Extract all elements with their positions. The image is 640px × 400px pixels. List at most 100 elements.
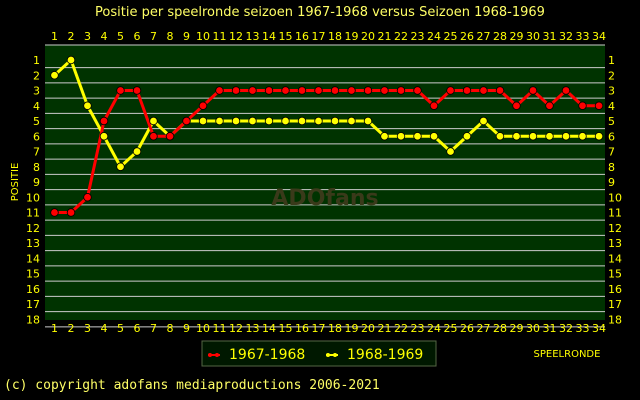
x-tick-label: 22 <box>394 322 408 335</box>
data-point <box>231 86 241 95</box>
y-tick-label: 13 <box>26 237 40 250</box>
data-point <box>330 116 340 126</box>
x-tick-label: 23 <box>411 30 425 43</box>
data-point <box>495 86 505 95</box>
y-tick-label: 17 <box>608 298 622 311</box>
data-point <box>50 71 59 80</box>
data-point <box>594 132 604 141</box>
y-tick-label: 2 <box>608 69 615 82</box>
x-tick-label: 29 <box>510 30 524 43</box>
x-tick-label: 14 <box>262 322 276 335</box>
data-point <box>363 86 373 95</box>
data-point <box>347 86 356 95</box>
data-point <box>528 132 538 141</box>
data-point <box>545 101 554 110</box>
x-tick-label: 13 <box>246 30 260 43</box>
data-point <box>83 193 92 202</box>
y-tick-label: 9 <box>608 176 615 189</box>
x-tick-label: 16 <box>295 322 309 335</box>
x-tick-label: 11 <box>213 322 227 335</box>
x-tick-label: 17 <box>312 30 326 43</box>
x-tick-label: 34 <box>592 322 606 335</box>
x-tick-label: 4 <box>101 30 108 43</box>
data-point <box>66 55 76 65</box>
data-point <box>149 116 158 126</box>
legend-box <box>201 340 437 367</box>
data-point <box>545 132 554 141</box>
x-tick-label: 15 <box>279 322 293 335</box>
data-point <box>248 116 257 126</box>
y-tick-label: 16 <box>608 283 622 296</box>
x-tick-label: 1 <box>51 322 58 335</box>
x-tick-label: 31 <box>543 322 557 335</box>
y-tick-label: 10 <box>26 191 40 204</box>
data-point <box>347 116 356 126</box>
x-tick-label: 25 <box>444 322 458 335</box>
legend-swatch-dot <box>208 353 212 357</box>
data-point <box>380 86 389 95</box>
x-tick-label: 5 <box>117 322 124 335</box>
x-tick-label: 3 <box>84 30 91 43</box>
x-tick-label: 27 <box>477 30 491 43</box>
data-point <box>446 147 455 156</box>
x-tick-label: 30 <box>526 30 540 43</box>
data-point <box>446 86 455 95</box>
x-tick-label: 26 <box>460 30 474 43</box>
y-tick-label: 11 <box>26 207 40 220</box>
legend-label: 1968-1969 <box>347 347 423 363</box>
data-point <box>330 86 340 95</box>
series-layer <box>50 55 604 217</box>
data-point <box>413 132 422 141</box>
y-axis-label: POSITIE <box>10 163 21 202</box>
data-point <box>297 116 307 126</box>
x-tick-label: 24 <box>427 30 441 43</box>
data-point <box>363 116 373 126</box>
data-point <box>578 101 587 110</box>
y-tick-label: 18 <box>26 313 40 326</box>
y-tick-label: 3 <box>33 85 40 98</box>
x-tick-label: 20 <box>361 30 375 43</box>
series-line <box>54 89 599 214</box>
data-point <box>215 116 224 126</box>
data-point <box>578 132 587 141</box>
x-tick-label: 28 <box>493 322 507 335</box>
data-point <box>512 132 521 141</box>
legend-swatch-dot <box>333 353 337 357</box>
data-point <box>462 86 472 95</box>
x-tick-label: 26 <box>460 322 474 335</box>
data-point <box>561 86 571 95</box>
y-tick-label: 15 <box>608 268 622 281</box>
y-tick-label: 14 <box>26 252 40 265</box>
x-tick-label: 2 <box>68 30 75 43</box>
data-point <box>149 132 158 141</box>
data-point <box>495 132 505 141</box>
data-point <box>594 101 604 110</box>
x-tick-label: 5 <box>117 30 124 43</box>
x-tick-label: 25 <box>444 30 458 43</box>
data-point <box>297 86 307 95</box>
x-tick-label: 8 <box>167 322 174 335</box>
y-tick-label: 11 <box>608 207 622 220</box>
data-point <box>429 132 439 141</box>
y-tick-label: 4 <box>608 100 615 113</box>
x-tick-label: 21 <box>378 322 392 335</box>
x-tick-label: 23 <box>411 322 425 335</box>
x-tick-label: 34 <box>592 30 606 43</box>
x-tick-label: 19 <box>345 322 359 335</box>
x-tick-label: 13 <box>246 322 260 335</box>
x-tick-label: 18 <box>328 322 342 335</box>
x-tick-label: 22 <box>394 30 408 43</box>
y-tick-label: 16 <box>26 283 40 296</box>
data-point <box>528 86 538 95</box>
legend-swatch-dot <box>215 353 219 357</box>
x-axis-label: SPEELRONDE <box>534 349 601 360</box>
data-point <box>182 116 191 126</box>
data-point <box>561 132 571 141</box>
x-tick-label: 7 <box>150 322 157 335</box>
data-point <box>50 208 59 217</box>
y-tick-label: 8 <box>608 161 615 174</box>
y-tick-label: 5 <box>608 115 615 128</box>
data-point <box>479 86 488 95</box>
